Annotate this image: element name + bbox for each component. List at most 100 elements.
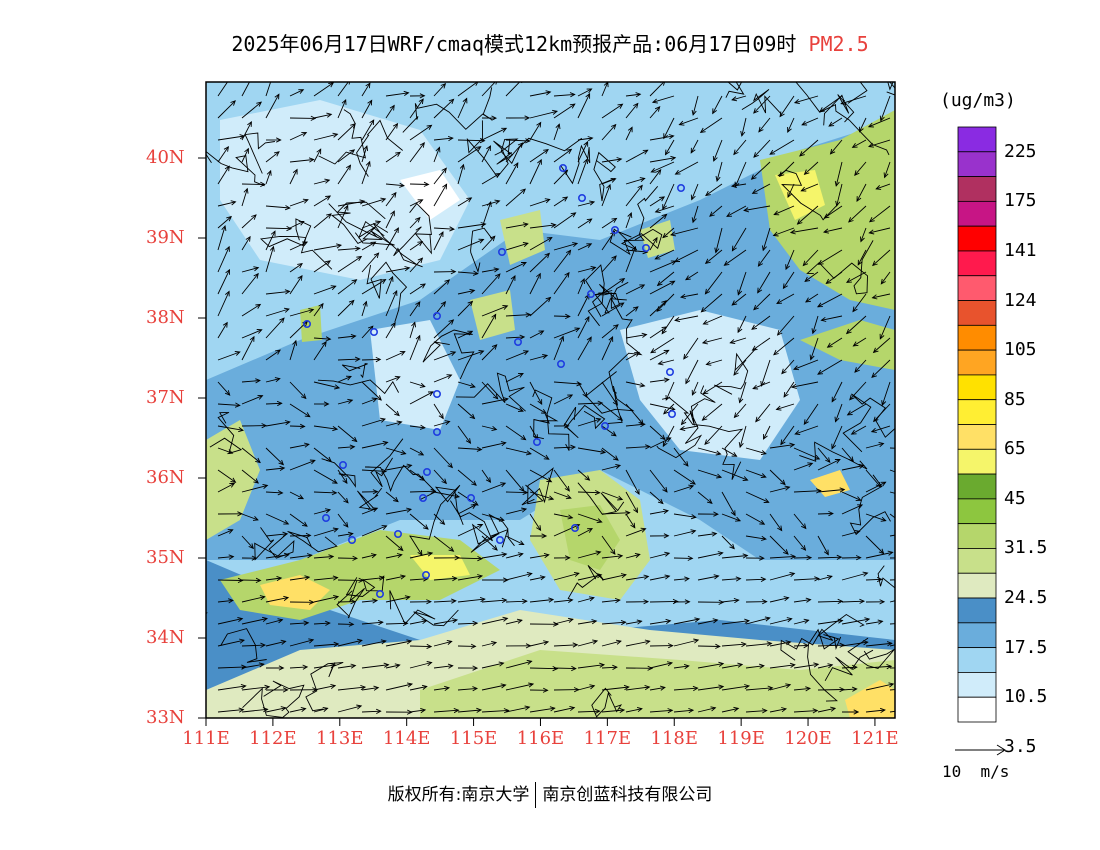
wind-arrowhead	[617, 415, 624, 421]
wind-arrowhead	[354, 356, 361, 362]
wind-arrow	[823, 227, 843, 233]
wind-arrow	[385, 276, 394, 295]
wind-arrowhead	[654, 254, 661, 260]
wind-arrowhead	[446, 374, 453, 380]
wind-arrow	[457, 381, 476, 388]
wind-arrow	[625, 469, 640, 495]
wind-arrow	[289, 666, 308, 669]
wind-arrowhead	[690, 479, 696, 485]
wind-arrow	[697, 619, 718, 625]
wind-arrow	[529, 554, 549, 559]
wind-arrow	[700, 117, 723, 133]
station-marker	[641, 244, 650, 253]
wind-arrow	[457, 469, 477, 486]
wind-arrow	[601, 231, 616, 251]
wind-arrowhead	[852, 664, 858, 670]
wind-arrow	[601, 640, 622, 647]
wind-arrow	[625, 212, 632, 229]
wind-arrow	[889, 600, 895, 603]
wind-arrowhead	[473, 82, 479, 86]
wind-arrow	[715, 227, 723, 253]
wind-arrowhead	[839, 642, 846, 648]
wind-arrowhead	[349, 444, 356, 450]
wind-arrowhead	[406, 463, 413, 469]
wind-arrow	[760, 359, 771, 387]
wind-arrow	[529, 491, 554, 500]
wind-arrow	[289, 132, 307, 141]
wind-arrowhead	[867, 122, 874, 128]
wind-arrow	[241, 469, 259, 484]
wind-arrow	[553, 667, 576, 670]
wind-arrow	[577, 243, 592, 251]
wind-arrow	[793, 513, 807, 529]
wind-arrow	[313, 341, 327, 361]
wind-arrowhead	[438, 231, 444, 238]
wind-arrowhead	[718, 684, 725, 690]
wind-arrow	[802, 249, 819, 266]
wind-arrowhead	[904, 577, 909, 581]
wind-arrowhead	[868, 229, 875, 235]
wind-arrow	[758, 249, 771, 267]
wind-arrow	[577, 266, 596, 273]
wind-arrowhead	[769, 149, 776, 155]
wind-arrow	[865, 642, 892, 647]
wind-arrowhead	[586, 88, 593, 94]
wind-arrow	[265, 170, 272, 185]
wind-arrow	[505, 706, 530, 713]
wind-arrowhead	[772, 231, 779, 237]
wind-arrow	[577, 491, 600, 494]
wind-arrow	[337, 665, 356, 669]
wind-arrow	[409, 535, 423, 556]
wind-arrowhead	[240, 683, 247, 690]
wind-arrowhead	[306, 553, 313, 559]
wind-arrowhead	[740, 130, 746, 137]
wind-arrowhead	[585, 92, 591, 99]
wind-arrow	[553, 315, 570, 317]
wind-arrowhead	[441, 167, 447, 174]
wind-arrow	[337, 705, 362, 713]
wind-arrow	[241, 535, 254, 549]
wind-arrow	[361, 441, 388, 449]
wind-arrowhead	[683, 353, 689, 360]
wind-arrowhead	[450, 351, 457, 357]
wind-arrowhead	[342, 478, 348, 484]
wind-arrowhead	[541, 533, 548, 539]
wind-arrow	[505, 262, 527, 273]
wind-arrow	[241, 121, 252, 141]
wind-arrow	[824, 205, 843, 219]
wind-arrow	[529, 513, 541, 531]
wind-arrowhead	[225, 268, 230, 275]
wind-arrowhead	[606, 183, 611, 190]
wind-arrow	[337, 205, 349, 229]
lon-label: 116E	[516, 728, 565, 749]
wind-arrow	[779, 161, 795, 177]
wind-arrowhead	[660, 82, 666, 86]
wind-arrow	[409, 709, 426, 713]
wind-arrowhead	[667, 661, 674, 667]
wind-arrow	[724, 249, 747, 266]
wind-arrowhead	[280, 706, 287, 712]
wind-arrow	[385, 267, 410, 273]
wind-arrow	[361, 301, 367, 317]
wind-arrow	[649, 300, 667, 317]
wind-arrow	[753, 293, 771, 311]
wind-arrowhead	[816, 302, 823, 308]
wind-arrowhead	[345, 82, 351, 85]
wind-arrowhead	[662, 232, 668, 239]
wind-arrow	[769, 684, 791, 691]
wind-arrowhead	[702, 319, 709, 325]
wind-arrow	[726, 205, 747, 217]
wind-arrow	[409, 241, 423, 251]
wind-arrowhead	[803, 642, 810, 649]
wind-arrow	[457, 271, 478, 275]
wind-arrowhead	[467, 300, 474, 307]
wind-arrow	[709, 205, 723, 217]
wind-arrow	[289, 534, 311, 537]
wind-arrowhead	[234, 351, 241, 356]
wind-arrowhead	[569, 103, 576, 109]
wind-arrowhead	[851, 143, 858, 148]
wind-arrowhead	[261, 616, 268, 622]
wind-arrow	[755, 403, 771, 422]
wind-arrow	[889, 623, 895, 625]
wind-arrowhead	[800, 545, 807, 551]
